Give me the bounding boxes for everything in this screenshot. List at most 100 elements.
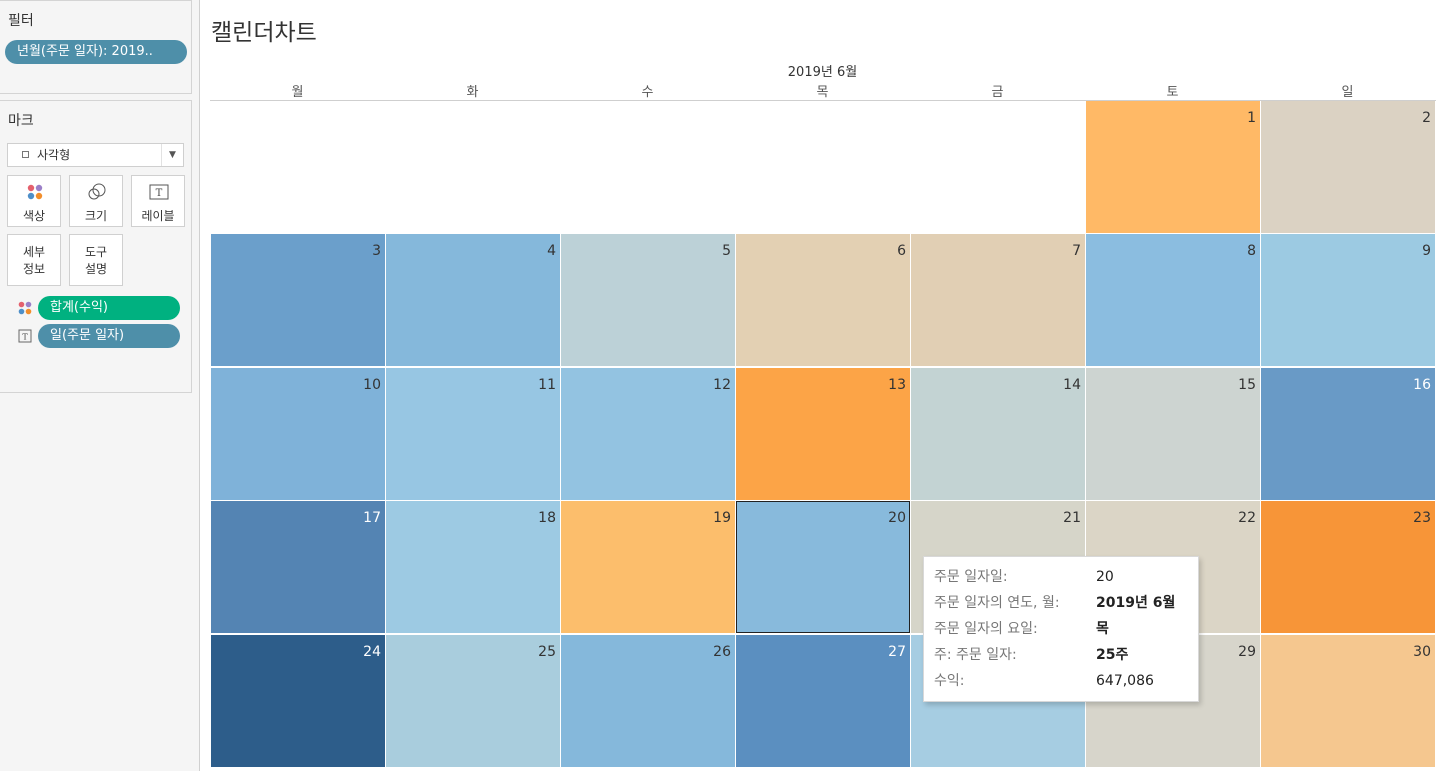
calendar-day-number: 17 [363,510,381,526]
calendar-day-cell[interactable]: 23 [1261,501,1435,633]
calendar-day-number: 1 [1247,110,1256,126]
calendar-day-number: 22 [1238,510,1256,526]
calendar-day-cell[interactable]: 1 [1086,101,1260,233]
mark-type-dropdown[interactable]: 사각형 ▼ [7,143,184,167]
calendar-day-number: 12 [713,377,731,393]
calendar-day-number: 14 [1063,377,1081,393]
calendar-day-number: 18 [538,510,556,526]
calendar-day-cell[interactable]: 11 [386,368,560,500]
text-label-icon: T [149,184,169,200]
calendar-day-cell[interactable]: 20 [736,501,910,633]
filters-title: 필터 [8,13,34,29]
weekday-header-fri: 금 [991,85,1004,100]
color-pill-sum-profit[interactable]: 합계(수익) [38,296,180,320]
label-pill-order-day[interactable]: 일(주문 일자) [38,324,180,348]
calendar-day-cell[interactable]: 7 [911,234,1085,366]
tooltip-key: 주: 주문 일자: [934,647,1017,663]
calendar-day-number: 8 [1247,243,1256,259]
tooltip-value: 647,086 [1096,673,1154,689]
color-dots-icon [27,184,43,200]
label-button[interactable]: T 레이블 [131,175,185,227]
square-icon [22,151,29,158]
calendar-day-cell[interactable]: 26 [561,635,735,767]
calendar-day-number: 11 [538,377,556,393]
detail-label-line2: 정보 [22,262,46,276]
month-header: 2019년 6월 [787,65,858,80]
mark-type-value: 사각형 [37,148,71,162]
calendar-day-cell[interactable]: 16 [1261,368,1435,500]
color-button[interactable]: 색상 [7,175,61,227]
tooltip-value: 20 [1096,569,1114,585]
calendar-day-cell[interactable]: 14 [911,368,1085,500]
tooltip-key: 주문 일자의 연도, 월: [934,595,1060,611]
weekday-header-mon: 월 [291,85,304,100]
calendar-day-cell[interactable]: 8 [1086,234,1260,366]
calendar-day-cell[interactable]: 4 [386,234,560,366]
tooltip-value: 2019년 6월 [1096,595,1176,611]
calendar-day-cell[interactable]: 17 [211,501,385,633]
filter-pill-order-month[interactable]: 년월(주문 일자): 2019.. [5,40,187,64]
tooltip-key: 주문 일자일: [934,569,1008,585]
detail-button-label: 세부 정보 [8,244,60,278]
calendar-day-cell[interactable]: 19 [561,501,735,633]
calendar-day-number: 25 [538,644,556,660]
weekday-header-sat: 토 [1166,85,1179,100]
calendar-day-cell[interactable]: 6 [736,234,910,366]
calendar-day-cell[interactable]: 13 [736,368,910,500]
weekday-header-sun: 일 [1341,85,1354,100]
detail-label-line1: 세부 [22,245,46,259]
calendar-day-cell[interactable]: 15 [1086,368,1260,500]
tooltip-label-line1: 도구 [84,245,108,259]
calendar-day-number: 10 [363,377,381,393]
calendar-day-cell[interactable]: 25 [386,635,560,767]
calendar-day-cell[interactable]: 2 [1261,101,1435,233]
calendar-day-number: 27 [888,644,906,660]
filters-card: 필터 년월(주문 일자): 2019.. [0,0,192,94]
chevron-down-icon[interactable]: ▼ [161,144,183,166]
calendar-day-cell[interactable]: 12 [561,368,735,500]
weekday-header-tue: 화 [466,85,479,100]
calendar-day-number: 21 [1063,510,1081,526]
text-label-icon: T [18,329,32,343]
calendar-day-cell[interactable]: 9 [1261,234,1435,366]
calendar-day-number: 29 [1238,644,1256,660]
weekday-header-wed: 수 [641,85,654,100]
calendar-day-cell[interactable]: 27 [736,635,910,767]
calendar-day-cell[interactable]: 5 [561,234,735,366]
calendar-day-cell[interactable]: 18 [386,501,560,633]
calendar-day-cell[interactable]: 30 [1261,635,1435,767]
tooltip-button[interactable]: 도구 설명 [69,234,123,286]
calendar-day-cell[interactable]: 3 [211,234,385,366]
calendar-day-number: 16 [1413,377,1431,393]
color-dots-icon [18,301,32,315]
calendar-day-number: 15 [1238,377,1256,393]
tooltip-key: 수익: [934,673,965,689]
calendar-day-number: 6 [897,243,906,259]
tooltip-label-line2: 설명 [84,262,108,276]
calendar-day-number: 20 [888,510,906,526]
calendar-day-number: 3 [372,243,381,259]
header-divider [210,100,1436,101]
calendar-day-cell[interactable]: 24 [211,635,385,767]
left-panel: 필터 년월(주문 일자): 2019.. 마크 사각형 ▼ 색상 크기 T 레이… [0,0,200,771]
calendar-day-number: 9 [1422,243,1431,259]
tooltip-value: 목 [1096,621,1109,637]
size-button-label: 크기 [84,209,108,223]
calendar-day-number: 23 [1413,510,1431,526]
svg-text:T: T [22,333,28,342]
calendar-day-number: 24 [363,644,381,660]
calendar-day-number: 13 [888,377,906,393]
calendar-day-number: 19 [713,510,731,526]
calendar-day-cell[interactable]: 10 [211,368,385,500]
sheet-title: 캘린더차트 [211,20,317,46]
label-button-label: 레이블 [141,209,175,223]
calendar-day-number: 7 [1072,243,1081,259]
tooltip-key: 주문 일자의 요일: [934,621,1038,637]
color-button-label: 색상 [22,209,46,223]
detail-button[interactable]: 세부 정보 [7,234,61,286]
calendar-day-number: 5 [722,243,731,259]
tooltip-popup: 주문 일자일: 20 주문 일자의 연도, 월: 2019년 6월 주문 일자의… [923,556,1199,702]
size-circles-icon [88,183,106,200]
calendar-day-number: 2 [1422,110,1431,126]
size-button[interactable]: 크기 [69,175,123,227]
